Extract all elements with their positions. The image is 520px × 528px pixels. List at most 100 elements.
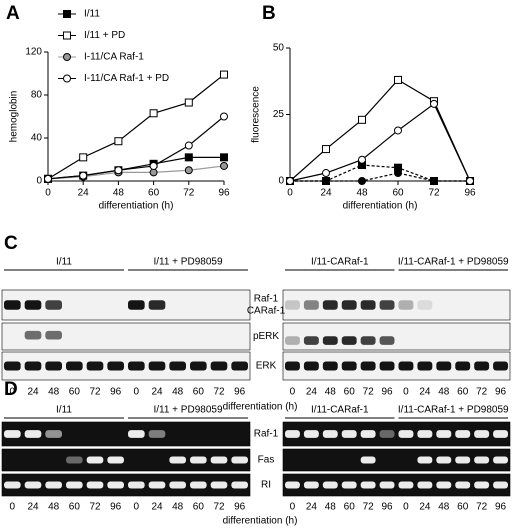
marker <box>220 112 228 121</box>
band <box>66 481 83 489</box>
x-tick-label: 24 <box>320 188 332 199</box>
blot-strip <box>282 351 511 381</box>
lane-label: 0 <box>134 387 140 398</box>
band <box>474 361 490 371</box>
lane-label: 24 <box>419 502 431 513</box>
lane-label: 0 <box>403 387 409 398</box>
lane-label: 96 <box>495 387 507 398</box>
x-axis-label: differentiation (h) <box>223 402 298 413</box>
lane-label: 96 <box>381 502 393 513</box>
marker <box>149 109 158 118</box>
band <box>231 456 248 464</box>
group-label: I/11-CARaf-1 + PD98059 <box>398 405 509 416</box>
marker <box>322 169 330 178</box>
y-tick-label: 25 <box>273 109 285 120</box>
legend-label: I/11 <box>84 9 100 20</box>
band <box>360 481 376 489</box>
band <box>341 336 357 345</box>
band <box>322 361 338 371</box>
band <box>128 361 145 371</box>
row-label: RI <box>261 480 271 491</box>
lane-label: 72 <box>89 387 101 398</box>
y-tick-label: 80 <box>31 90 43 101</box>
row-label: pERK <box>253 331 279 342</box>
x-tick-label: 48 <box>356 188 368 199</box>
marker <box>184 153 193 162</box>
group-label: I/11 + PD98059 <box>153 257 222 268</box>
x-tick-label: 96 <box>464 188 476 199</box>
band <box>360 336 376 345</box>
band <box>190 481 207 489</box>
marker <box>63 74 71 83</box>
band <box>417 430 433 438</box>
marker <box>63 10 71 18</box>
x-axis-label: differentiation (h) <box>343 201 418 212</box>
band <box>107 456 124 464</box>
marker <box>184 98 193 107</box>
lane-label: 72 <box>213 502 225 513</box>
series-line <box>289 102 471 182</box>
band <box>360 361 376 371</box>
lane-label: 60 <box>69 502 81 513</box>
band <box>398 481 414 489</box>
marker <box>466 177 474 185</box>
series-line <box>47 116 225 180</box>
panel-label: C <box>4 233 18 254</box>
lane-label: 60 <box>457 387 469 398</box>
group-label: I/11-CARaf-1 + PD98059 <box>398 257 509 268</box>
lane-label: 0 <box>403 502 409 513</box>
band <box>379 336 395 345</box>
marker <box>394 75 402 84</box>
band <box>398 361 414 371</box>
marker <box>394 126 402 135</box>
blot-strip <box>1 322 251 351</box>
band <box>4 361 21 371</box>
series-line <box>47 165 225 180</box>
band <box>341 430 357 438</box>
lane-label: 72 <box>363 502 375 513</box>
x-tick-label: 24 <box>78 188 90 199</box>
blot-strip <box>1 473 251 497</box>
lane-label: 0 <box>290 502 296 513</box>
blot-strip <box>282 289 511 321</box>
y-tick-label: 120 <box>25 47 42 58</box>
marker <box>220 161 228 170</box>
lane-label: 60 <box>193 502 205 513</box>
y-tick-label: 50 <box>273 43 285 54</box>
group-label: I/11 + PD98059 <box>153 405 222 416</box>
lane-label: 0 <box>10 502 16 513</box>
blot-strip <box>1 448 251 472</box>
band <box>210 361 228 371</box>
band <box>169 361 186 371</box>
band <box>474 481 490 489</box>
band <box>128 300 145 310</box>
x-tick-label: 60 <box>148 188 160 199</box>
band <box>493 481 508 489</box>
lane-label: 60 <box>193 387 205 398</box>
band <box>190 361 207 371</box>
band <box>303 300 319 310</box>
lane-label: 48 <box>438 387 450 398</box>
band <box>4 481 21 489</box>
lane-label: 24 <box>306 502 318 513</box>
lane-label: 48 <box>325 387 337 398</box>
band <box>474 430 490 438</box>
band <box>493 361 508 371</box>
band <box>169 456 186 464</box>
x-tick-label: 96 <box>218 188 230 199</box>
band <box>379 361 395 371</box>
lane-label: 60 <box>457 502 469 513</box>
band <box>455 361 471 371</box>
blot-strip <box>282 473 511 497</box>
band <box>341 481 357 489</box>
lane-label: 48 <box>172 387 184 398</box>
marker <box>358 177 366 185</box>
band <box>24 481 42 489</box>
lane-label: 0 <box>290 387 296 398</box>
blot-strip <box>282 448 511 472</box>
band <box>417 481 433 489</box>
lane-label: 60 <box>344 387 356 398</box>
lane-label: 72 <box>89 502 101 513</box>
x-tick-label: 60 <box>392 188 404 199</box>
